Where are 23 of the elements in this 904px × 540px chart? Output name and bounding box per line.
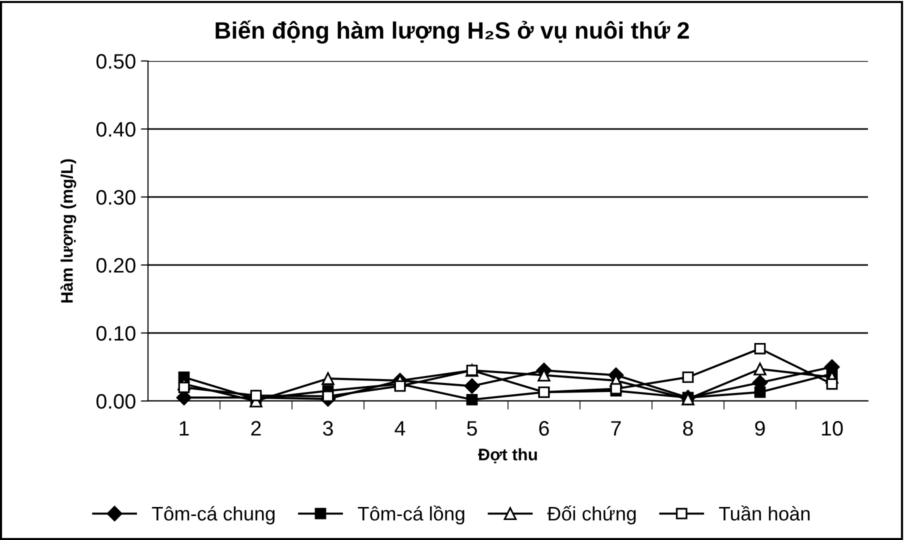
x-tick-label: 6 — [539, 420, 549, 436]
y-tick-label: 0.50 — [96, 54, 136, 69]
x-tick-label: 4 — [394, 421, 406, 436]
x-tick-label: 1 — [180, 421, 189, 436]
y-axis-title: Hàm lượng (mg/L) — [60, 159, 76, 302]
x-tick-label: 9 — [755, 420, 765, 436]
legend-label: Tuần hoàn — [719, 505, 810, 521]
x-tick-label: 7 — [611, 421, 621, 436]
y-tick-label: 0.30 — [96, 190, 136, 205]
legend-label: Tôm-cá chung — [152, 506, 275, 524]
y-tick-label: 0.20 — [96, 258, 136, 273]
x-tick-label: 8 — [683, 420, 693, 436]
y-tick-label: 0.40 — [96, 122, 136, 137]
x-tick-label: 10 — [822, 420, 843, 436]
y-tick-label: 0.00 — [96, 394, 136, 409]
legend-label: Tôm-cá lồng — [358, 505, 464, 524]
y-tick-label: 0.10 — [96, 326, 136, 341]
x-axis-title: Đợt thu — [478, 448, 537, 464]
x-tick-label: 3 — [323, 420, 333, 436]
legend-label: Đối chứng — [547, 505, 636, 524]
x-tick-label: 2 — [251, 420, 261, 436]
chart-title: Biến động hàm lượng H₂S ở vụ nuôi thứ 2 — [216, 20, 689, 44]
x-tick-label: 5 — [467, 421, 477, 436]
